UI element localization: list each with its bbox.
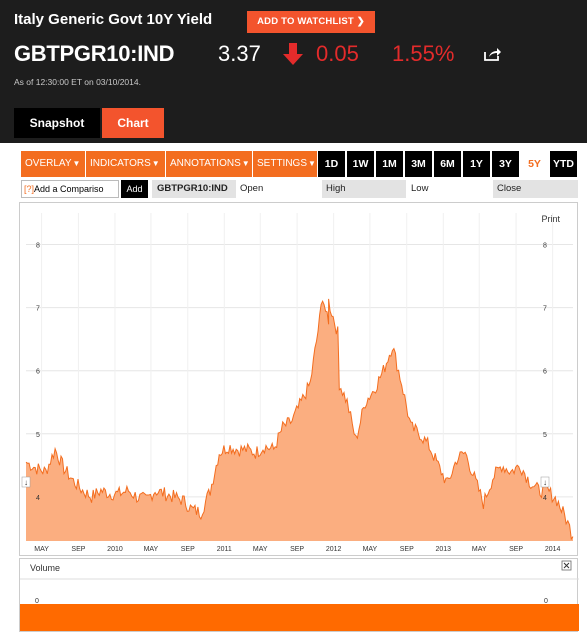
yield-line <box>25 298 574 541</box>
caret-down-icon: ▼ <box>308 159 316 168</box>
compare-input[interactable]: [?]Add a Compariso <box>21 180 119 198</box>
range-5y[interactable]: 5Y <box>521 151 548 177</box>
y-tick-label-right: 6 <box>543 369 547 376</box>
y-axis-labels: 4 4 5 5 6 6 7 7 8 8 <box>36 243 547 502</box>
volume-label: Volume <box>30 563 60 573</box>
x-axis-labels: MAY SEP 2010 MAY SEP 2011 MAY SEP 2012 MAY SEP 2013… <box>34 546 560 553</box>
low-label: Low <box>411 183 429 194</box>
compare-add-button[interactable]: Add <box>121 180 148 198</box>
range-ytd[interactable]: YTD <box>550 151 577 177</box>
indicators-menu-label: INDICATORS <box>90 158 151 169</box>
x-tick-label: MAY <box>253 546 268 553</box>
caret-down-icon: ▼ <box>151 159 160 168</box>
tab-snapshot[interactable]: Snapshot <box>14 108 100 138</box>
last-value-marker-right <box>540 476 550 488</box>
close-icon-cross <box>563 562 570 569</box>
chevron-right-icon: ❯ <box>356 16 365 27</box>
y-tick-label-left: 6 <box>36 369 40 376</box>
compare-placeholder: Add a Compariso <box>34 184 104 194</box>
volume-zero-label-right: 0 <box>544 598 548 605</box>
price-change: 0.05 <box>316 41 359 66</box>
open-label: Open <box>240 183 264 194</box>
volume-panel: Volume 0 0 <box>19 558 579 632</box>
x-tick-label: MAY <box>34 546 49 553</box>
overlay-menu[interactable]: OVERLAY▼ <box>21 151 85 177</box>
y-tick-label-left: 8 <box>36 243 40 250</box>
x-tick-label: 2013 <box>436 546 452 553</box>
current-price: 3.37 <box>218 41 261 66</box>
volume-bars <box>20 604 579 631</box>
settings-menu[interactable]: SETTINGS▼ <box>253 151 317 177</box>
range-3m[interactable]: 3M <box>405 151 432 177</box>
ticker-symbol: GBTPGR10:IND <box>14 41 175 66</box>
compare-row: [?]Add a Compariso Add GBTPGR10:IND Open… <box>21 180 578 198</box>
as-of-timestamp: As of 12:30:00 ET on 03/10/2014. <box>14 77 141 87</box>
x-tick-label: SEP <box>290 546 304 553</box>
percent-change: 1.55% <box>392 41 455 66</box>
range-1y[interactable]: 1Y <box>463 151 490 177</box>
x-tick-label: 2012 <box>326 546 342 553</box>
x-tick-label: SEP <box>181 546 195 553</box>
x-tick-label: 2010 <box>107 546 123 553</box>
x-tick-label: MAY <box>144 546 159 553</box>
range-1d[interactable]: 1D <box>318 151 345 177</box>
help-icon: [?] <box>24 184 35 194</box>
x-tick-label: 2014 <box>545 546 561 553</box>
y-tick-label-left: 5 <box>36 432 40 439</box>
y-tick-label-left: 4 <box>36 495 40 502</box>
price-chart[interactable]: 4 4 5 5 6 6 7 7 8 8 MAY SEP 2010 MAY SEP 2011 MAY SEP 201… <box>19 202 578 556</box>
y-tick-label-right: 4 <box>543 495 547 502</box>
page-title: Italy Generic Govt 10Y Yield <box>14 11 213 28</box>
watchlist-label: ADD TO WATCHLIST <box>257 16 354 27</box>
last-value-markers: ↓ ↓ <box>21 476 550 488</box>
indicators-menu[interactable]: INDICATORS▼ <box>86 151 165 177</box>
add-to-watchlist-button[interactable]: ADD TO WATCHLIST ❯ <box>247 11 375 33</box>
range-1m[interactable]: 1M <box>376 151 403 177</box>
overlay-menu-label: OVERLAY <box>25 158 72 169</box>
x-tick-label: SEP <box>400 546 414 553</box>
share-icon[interactable] <box>483 46 501 62</box>
caret-down-icon: ▼ <box>241 159 250 168</box>
x-tick-label: MAY <box>472 546 487 553</box>
high-label: High <box>322 180 406 198</box>
last-value-marker-left <box>21 476 31 488</box>
x-tick-label: 2011 <box>217 546 232 553</box>
settings-menu-label: SETTINGS <box>257 158 308 169</box>
x-tick-label: SEP <box>71 546 85 553</box>
volume-chart-svg: Volume 0 0 <box>20 560 579 631</box>
down-marker-icon: ↓ <box>543 478 547 487</box>
yield-area <box>26 298 573 541</box>
annotations-menu[interactable]: ANNOTATIONS▼ <box>166 151 252 177</box>
close-icon[interactable] <box>561 560 572 571</box>
y-tick-label-left: 7 <box>36 306 40 313</box>
down-arrow-icon <box>283 43 303 65</box>
y-tick-label-right: 7 <box>543 306 547 313</box>
print-button[interactable]: Print <box>541 214 560 224</box>
quote-header: Italy Generic Govt 10Y Yield ADD TO WATC… <box>0 0 587 143</box>
x-tick-label: SEP <box>509 546 523 553</box>
volume-zero-label-left: 0 <box>35 598 39 605</box>
x-tick-label: MAY <box>363 546 378 553</box>
tab-chart[interactable]: Chart <box>102 108 164 138</box>
price-chart-svg: 4 4 5 5 6 6 7 7 8 8 MAY SEP 2010 MAY SEP 2011 MAY SEP 201… <box>21 213 574 553</box>
range-3y[interactable]: 3Y <box>492 151 519 177</box>
caret-down-icon: ▼ <box>72 159 81 168</box>
close-label: Close <box>493 180 578 198</box>
y-tick-label-right: 5 <box>543 432 547 439</box>
range-6m[interactable]: 6M <box>434 151 461 177</box>
y-tick-label-right: 8 <box>543 243 547 250</box>
compare-ticker: GBTPGR10:IND <box>152 180 236 198</box>
annotations-menu-label: ANNOTATIONS <box>170 158 241 169</box>
down-marker-icon: ↓ <box>24 478 28 487</box>
range-1w[interactable]: 1W <box>347 151 374 177</box>
